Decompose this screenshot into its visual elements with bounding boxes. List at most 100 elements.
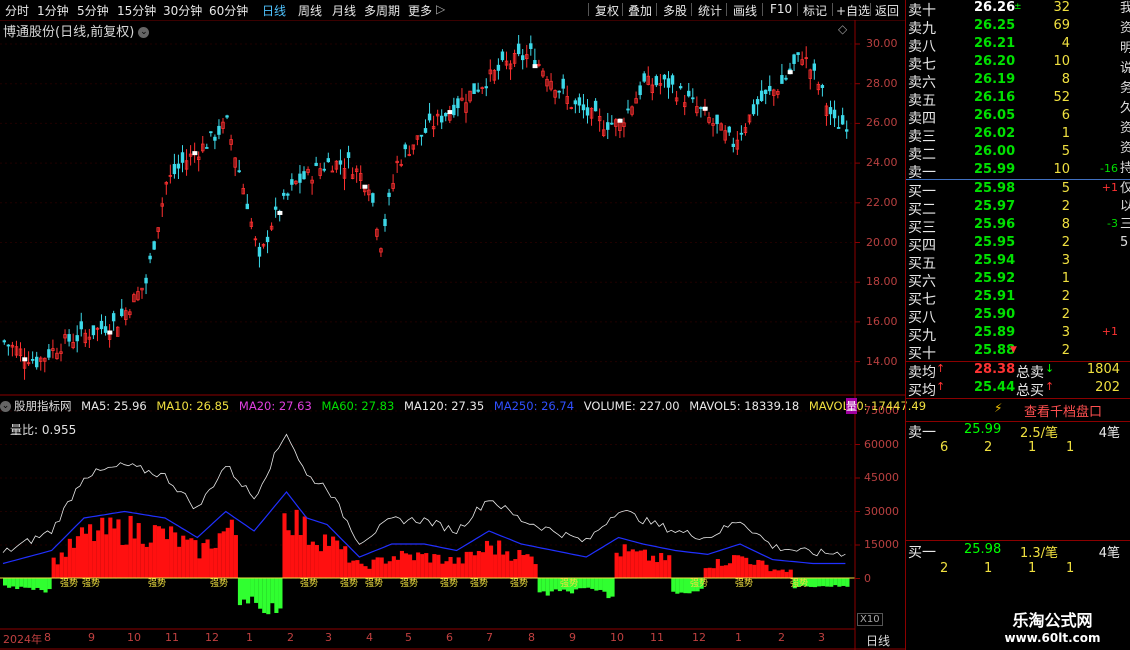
buy-order-row[interactable]: 买七 25.91 2: [906, 289, 1130, 308]
volume-bar: [371, 559, 376, 578]
period-tab-15min[interactable]: 15分钟: [117, 4, 157, 18]
volume-tick-label: 75000: [864, 404, 899, 417]
indicator-name[interactable]: 股朋指标网: [14, 399, 72, 413]
kline-chart[interactable]: 强势 强势 强势 强势 强势 强势 强势 强势 强势 强势 强势 强势 强势 强势 强势: [0, 20, 906, 650]
mavol10-value: MAVOL10: 17447.49: [808, 399, 927, 413]
volume-bar: [448, 557, 453, 578]
candle: [768, 75, 772, 95]
candle: [787, 62, 793, 75]
thousand-level-label[interactable]: 查看千档盘口: [1024, 405, 1103, 420]
period-tab-weekly[interactable]: 周线: [298, 4, 323, 18]
overlay-button[interactable]: 叠加: [628, 4, 653, 18]
volume-bar: [96, 530, 101, 578]
sell-order-row[interactable]: 卖五 26.16 52: [906, 90, 1130, 109]
level-label: 买一: [908, 184, 936, 200]
volume-bar: [156, 526, 161, 578]
multi-stock-button[interactable]: 多股: [663, 4, 688, 18]
buy-order-row[interactable]: 买四 25.95 2: [906, 235, 1130, 254]
candle: [727, 125, 731, 136]
volume-bar: [545, 578, 550, 596]
chevron-down-icon[interactable]: ⌄: [138, 27, 150, 38]
queue-item: 1: [984, 561, 993, 576]
sell-order-row[interactable]: 卖八 26.21 4: [906, 36, 1130, 55]
candle: [719, 122, 723, 131]
candle: [739, 125, 744, 141]
candle: [35, 351, 39, 370]
level-price: 25.90: [974, 307, 1016, 322]
add-watchlist-button[interactable]: +自选: [836, 4, 871, 18]
volume-bar: [15, 578, 20, 590]
volume-bar: [837, 578, 842, 587]
period-tab-multi[interactable]: 多周期: [364, 4, 401, 18]
sell-order-row[interactable]: 卖四 26.05 6: [906, 108, 1130, 127]
restore-rights-button[interactable]: 复权: [595, 4, 620, 18]
f10-button[interactable]: F10: [770, 2, 793, 16]
candle: [683, 95, 687, 116]
volume-bar: [845, 578, 850, 587]
period-tab-monthly[interactable]: 月线: [332, 4, 357, 18]
sell-order-row[interactable]: 卖十 26.26 32 ±: [906, 0, 1130, 19]
buy-order-row[interactable]: 买九 25.89 3 +1: [906, 325, 1130, 344]
volume-bar: [642, 549, 647, 578]
candle: [650, 78, 654, 101]
sell-order-row[interactable]: 卖二 26.00 5: [906, 144, 1130, 163]
candle: [415, 135, 420, 146]
buy-order-row[interactable]: 买一 25.98 5 +1: [906, 181, 1130, 200]
candle: [484, 78, 488, 97]
candle: [792, 53, 796, 72]
tick-mark-icon: ▼: [1010, 345, 1017, 355]
candle: [375, 227, 379, 241]
avg-buy-label: 买均: [908, 383, 936, 399]
candle: [832, 100, 837, 127]
candle: [6, 344, 11, 356]
buy-order-row[interactable]: 买六 25.92 1: [906, 271, 1130, 290]
candle: [597, 108, 602, 132]
candle: [71, 333, 75, 350]
stock-title[interactable]: 博通股份(日线,前复权): [3, 25, 135, 40]
period-tab-intraday[interactable]: 分时: [5, 4, 30, 18]
volume-bar: [152, 525, 157, 578]
buy-order-row[interactable]: 买二 25.97 2: [906, 199, 1130, 218]
strong-label: 强势: [300, 577, 318, 589]
volume-bar: [355, 560, 360, 578]
candle: [387, 188, 391, 206]
period-tab-30min[interactable]: 30分钟: [163, 4, 203, 18]
buy-order-row[interactable]: 买十 25.88 2 ▼: [906, 343, 1130, 362]
volume-bar: [565, 578, 571, 592]
sell-order-row[interactable]: 卖六 26.19 8: [906, 72, 1130, 91]
sell-order-row[interactable]: 卖一 25.99 10 -16: [906, 162, 1130, 181]
buy-order-row[interactable]: 买五 25.94 3: [906, 253, 1130, 272]
period-tab-daily[interactable]: 日线: [262, 4, 287, 18]
more-arrow-icon[interactable]: ▷: [436, 2, 446, 16]
candle: [626, 99, 630, 114]
volume-bar: [582, 578, 587, 589]
period-tab-more[interactable]: 更多: [408, 4, 433, 18]
sell-order-row[interactable]: 卖九 26.25 69: [906, 18, 1130, 37]
period-tab-60min[interactable]: 60分钟: [209, 4, 249, 18]
candle: [302, 166, 306, 180]
mark-button[interactable]: 标记: [803, 4, 828, 18]
sell-order-row[interactable]: 卖七 26.20 10: [906, 54, 1130, 73]
volume-bar: [201, 543, 206, 578]
back-button[interactable]: 返回: [875, 4, 900, 18]
diamond-icon[interactable]: ◇: [838, 22, 848, 36]
sell-order-row[interactable]: 卖三 26.02 1: [906, 126, 1130, 145]
volume-bar: [59, 552, 64, 578]
volume-bar: [630, 549, 635, 578]
chevron-down-icon[interactable]: ⌄: [0, 401, 11, 412]
volume-bar: [221, 531, 226, 578]
candle: [585, 99, 590, 124]
draw-line-button[interactable]: 画线: [733, 4, 758, 18]
period-tab-5min[interactable]: 5分钟: [77, 4, 109, 18]
volume-bar: [817, 578, 822, 587]
avg-sell-price: 28.38: [974, 362, 1016, 377]
indicator-tag[interactable]: 量: [846, 398, 857, 414]
statistics-button[interactable]: 统计: [698, 4, 723, 18]
candle: [249, 217, 254, 230]
period-tab-1min[interactable]: 1分钟: [37, 4, 69, 18]
buy-order-row[interactable]: 买八 25.90 2: [906, 307, 1130, 326]
thousand-level-button[interactable]: ⚡ 查看千档盘口: [906, 398, 1130, 422]
buy-order-row[interactable]: 买三 25.96 8 -3: [906, 217, 1130, 236]
x10-label[interactable]: X10: [857, 613, 883, 626]
candle: [261, 243, 266, 249]
